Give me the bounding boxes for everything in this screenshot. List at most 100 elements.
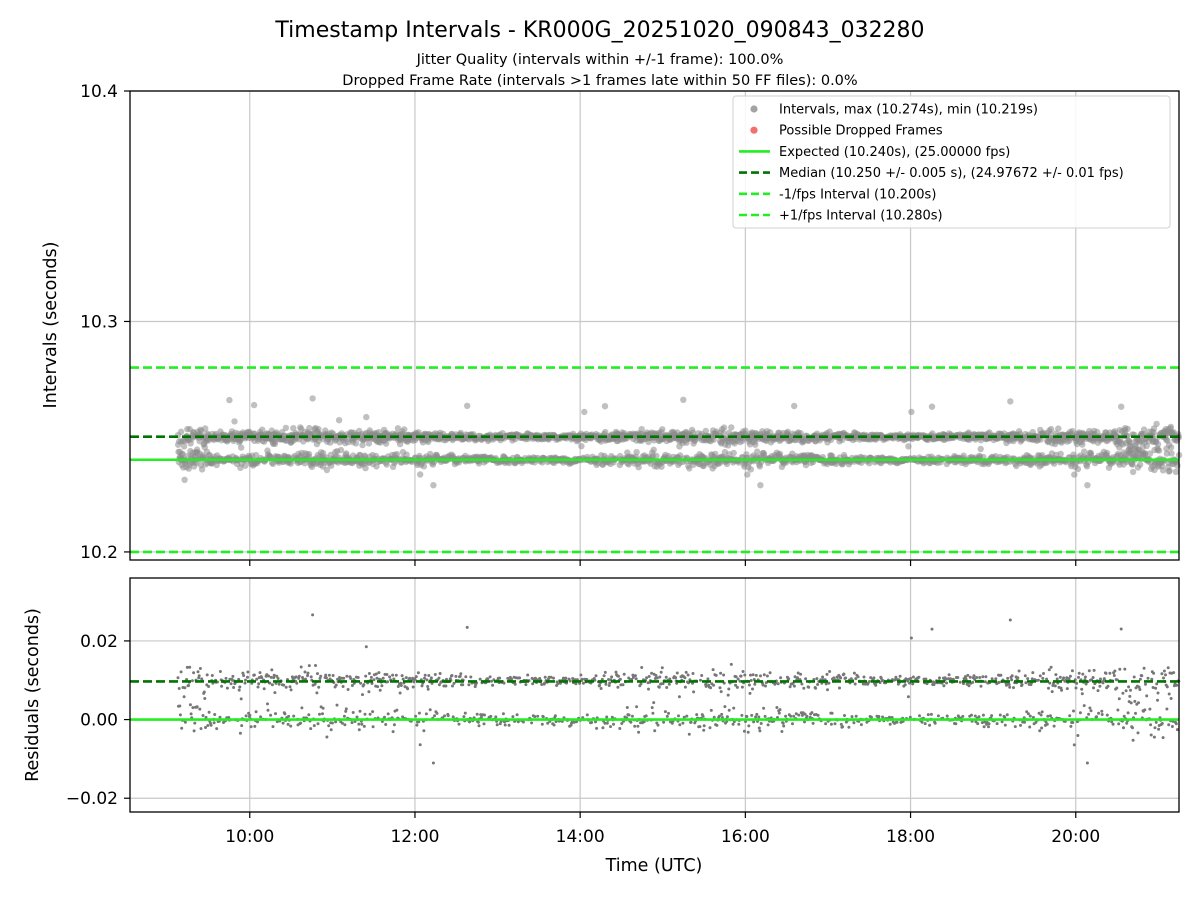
- residual-point: [482, 722, 486, 726]
- residual-point: [745, 715, 749, 718]
- residual-point: [610, 715, 614, 719]
- residual-point: [1067, 677, 1071, 681]
- residual-point: [1087, 712, 1091, 716]
- residual-point: [1170, 725, 1174, 728]
- residual-point: [406, 687, 410, 691]
- residual-point: [515, 713, 519, 717]
- bottom-y-axis-label: Residuals (seconds): [23, 608, 43, 782]
- residual-point: [1006, 676, 1010, 680]
- residual-point: [968, 675, 972, 679]
- residual-point: [297, 674, 301, 678]
- residual-point: [881, 715, 885, 719]
- residual-point: [385, 673, 389, 676]
- residual-point: [415, 723, 419, 727]
- residual-point: [933, 721, 937, 725]
- residual-point: [424, 712, 428, 716]
- residual-point: [765, 674, 769, 678]
- residual-point: [1077, 675, 1080, 679]
- residual-point: [1123, 667, 1127, 671]
- residual-point: [825, 672, 829, 676]
- residual-point: [751, 673, 755, 677]
- interval-point: [866, 460, 873, 467]
- interval-point: [179, 450, 186, 458]
- residual-point: [212, 721, 216, 725]
- residual-point: [316, 722, 320, 726]
- residual-point: [188, 665, 192, 669]
- residual-point: [247, 711, 251, 715]
- residual-point: [987, 722, 991, 726]
- residual-point: [256, 685, 260, 689]
- interval-point: [752, 441, 759, 448]
- interval-point: [238, 444, 245, 451]
- residual-point: [762, 706, 766, 710]
- residual-point: [377, 671, 381, 675]
- residual-point: [416, 671, 420, 675]
- residual-point: [478, 677, 482, 681]
- interval-point: [1141, 450, 1149, 457]
- residual-point: [958, 680, 962, 684]
- residual-point: [364, 674, 368, 678]
- residual-point: [272, 673, 276, 677]
- subtitle-dropped: Dropped Frame Rate (intervals >1 frames …: [342, 73, 857, 89]
- interval-point: [633, 449, 640, 456]
- residual-point: [423, 676, 426, 680]
- residual-point: [206, 724, 210, 727]
- residual-point: [723, 705, 727, 709]
- residual-point: [687, 732, 691, 736]
- residual-point: [495, 723, 499, 727]
- interval-point: [680, 396, 687, 403]
- interval-point: [271, 440, 279, 448]
- residual-point: [530, 721, 534, 725]
- residual-point: [316, 672, 319, 676]
- legend: Intervals, max (10.274s), min (10.219s)P…: [732, 95, 1171, 229]
- interval-point: [1172, 468, 1180, 475]
- residual-point: [1098, 684, 1102, 688]
- residual-point: [176, 676, 180, 680]
- interval-point: [686, 465, 693, 472]
- residual-point: [281, 721, 285, 725]
- residual-point: [510, 677, 513, 681]
- residual-point: [249, 725, 253, 729]
- residual-point: [752, 720, 756, 724]
- residual-point: [742, 729, 746, 733]
- residual-point: [197, 674, 201, 678]
- residual-point: [1140, 674, 1144, 678]
- interval-point: [1084, 482, 1091, 489]
- interval-point: [797, 430, 804, 437]
- residual-point: [443, 714, 446, 718]
- residual-point: [647, 675, 651, 678]
- residual-point: [781, 721, 785, 725]
- residual-point: [1016, 676, 1020, 680]
- residual-point: [511, 715, 515, 719]
- residual-point: [295, 681, 299, 685]
- residual-point: [585, 713, 589, 717]
- residual-point: [334, 720, 338, 724]
- interval-point: [382, 440, 390, 447]
- residual-point: [427, 674, 431, 677]
- residual-point: [1169, 697, 1173, 700]
- interval-point: [1168, 450, 1175, 457]
- residual-point: [1156, 691, 1160, 695]
- residual-point: [681, 721, 685, 725]
- residual-point: [349, 677, 353, 680]
- residual-point: [776, 682, 780, 686]
- residual-point: [1165, 707, 1169, 711]
- residual-point: [1030, 677, 1034, 681]
- residual-point: [618, 677, 622, 681]
- residual-point: [925, 682, 929, 686]
- residual-point: [378, 688, 382, 692]
- residual-point: [779, 676, 783, 680]
- residual-point: [1010, 674, 1014, 678]
- interval-point: [259, 426, 266, 433]
- residual-point: [345, 674, 349, 678]
- interval-point: [323, 466, 331, 474]
- residual-point: [330, 721, 334, 725]
- residual-point: [702, 724, 706, 728]
- residual-point: [947, 673, 951, 677]
- residual-point: [321, 706, 325, 710]
- residual-point: [895, 720, 899, 724]
- residual-point: [284, 685, 288, 689]
- residual-point: [426, 687, 430, 691]
- residual-point: [1164, 673, 1167, 677]
- residual-point: [749, 673, 752, 677]
